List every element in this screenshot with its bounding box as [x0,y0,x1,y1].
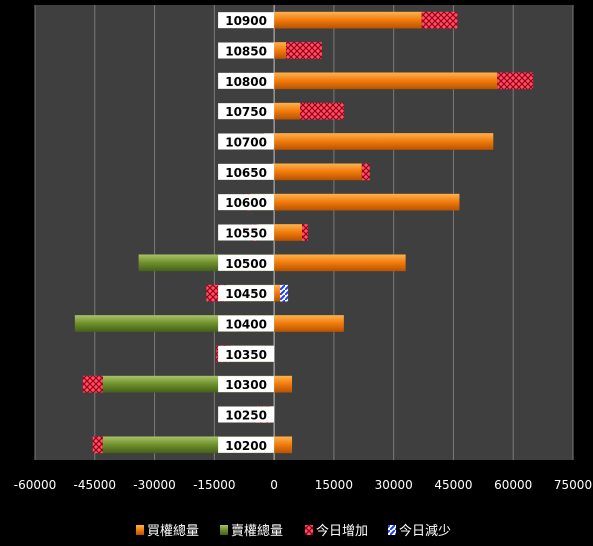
category-label: 10550 [225,227,267,241]
category-label-bg [218,315,275,332]
category-label: 10250 [225,409,267,423]
legend-item-today-increase: 今日增加 [305,523,368,539]
call-total-bar [274,224,303,241]
x-axis-ticks: -60000 -45000 -30000 -15000 0 15000 30000 45000… [14,478,592,492]
legend-item-call-total: 買權總量 [136,523,199,539]
x-tick-label: 60000 [494,478,532,492]
x-tick-label: 30000 [375,478,413,492]
call-total-bar [274,133,494,150]
today-increase-bar [497,72,534,90]
legend-item-today-decrease: 今日減少 [388,523,451,539]
category-label: 10800 [225,75,267,89]
x-tick-label: -30000 [133,478,176,492]
x-tick-label: 0 [270,478,278,492]
today-increase-bar [286,42,322,59]
x-tick-label: 75000 [554,478,592,492]
category-label: 10750 [225,105,267,119]
category-label-bg [218,224,275,241]
legend-swatch-call-total [136,525,144,535]
call-total-bar [274,284,281,302]
call-total-bar [274,102,301,120]
legend-swatch-today-decrease [388,525,396,535]
x-tick-label: -15000 [193,478,236,492]
category-label: 10300 [225,378,267,392]
category-label-bg [218,42,275,59]
today-increase-bar [302,224,308,241]
today-increase-bar [92,436,103,454]
category-label-bg [218,133,275,150]
today-increase-bar [300,102,344,120]
today-decrease-bar [280,284,289,302]
today-increase-bar [421,11,458,29]
category-label: 10200 [225,439,267,453]
category-label: 10450 [225,287,267,301]
category-label: 10600 [225,196,267,210]
x-tick-label: 15000 [315,478,353,492]
category-label-bg [218,376,275,393]
call-total-bar [274,72,498,90]
category-label-bg [218,254,275,271]
legend-label-put-total: 賣權總量 [231,523,283,539]
category-label-bg [218,406,275,423]
legend-label-today-decrease: 今日減少 [399,523,451,539]
category-label-bg [218,345,275,362]
x-tick-label: 45000 [434,478,472,492]
legend-label-call-total: 買權總量 [147,523,199,539]
category-label-bg [218,103,275,120]
category-label-bg [218,285,275,302]
legend-label-today-increase: 今日增加 [316,523,368,539]
category-label: 10700 [225,136,267,150]
category-label: 10350 [225,348,267,362]
category-labels: 10900 10850 10800 10750 10700 10650 10600 10550… [218,12,275,453]
category-label: 10850 [225,45,267,59]
call-total-bar [274,42,287,59]
today-increase-bar [82,375,103,393]
call-total-bar [274,375,293,393]
legend-swatch-put-total [220,525,228,535]
x-tick-label: -60000 [14,478,57,492]
category-label: 10400 [225,318,267,332]
category-label-bg [218,163,275,180]
call-total-bar [274,193,460,211]
call-total-bar [274,315,344,332]
category-label: 10650 [225,166,267,180]
x-tick-label: -45000 [74,478,117,492]
call-total-bar [274,11,422,29]
category-label: 10500 [225,257,267,271]
category-label-bg [218,12,275,29]
category-label: 10900 [225,14,267,28]
call-total-bar [274,436,293,454]
call-total-bar [274,163,362,181]
call-total-bar [274,254,406,272]
legend-swatch-today-increase [305,525,313,535]
category-label-bg [218,194,275,211]
legend-item-put-total: 賣權總量 [220,523,283,539]
category-label-bg [218,436,275,453]
today-increase-bar [361,163,370,181]
category-label-bg [218,72,275,89]
legend: 買權總量 賣權總量 今日增加 今日減少 [136,523,451,539]
